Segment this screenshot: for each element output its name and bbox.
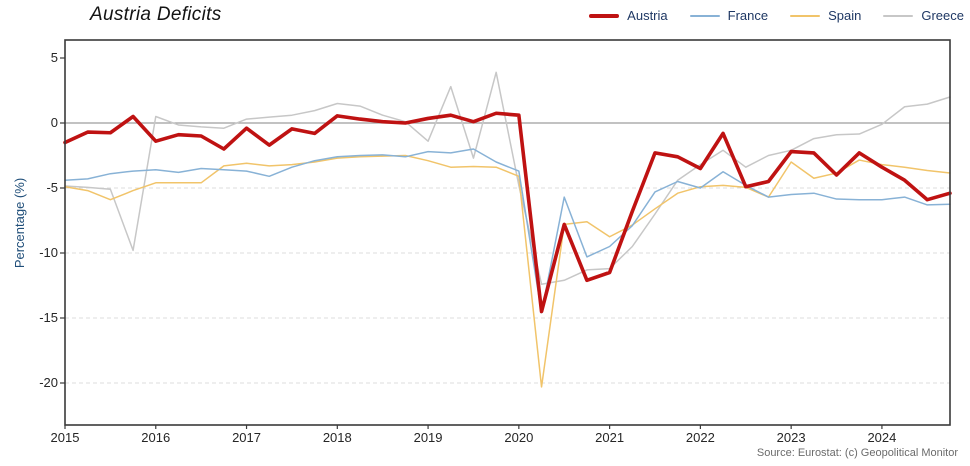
legend-label: France [727,8,769,23]
legend-line-swatch [883,14,914,17]
legend-line-swatch [790,14,821,17]
legend-label: Austria [627,8,668,23]
legend-item-spain: Spain [790,8,861,23]
legend-item-france: France [689,8,769,23]
y-tick-label: -20 [39,375,58,390]
series-line-france [64,148,951,314]
x-tick-label: 2015 [50,430,80,445]
legend-line-swatch [589,13,620,18]
y-tick-label: 5 [50,50,58,65]
legend-label: Greece [921,8,964,23]
series-line-spain [64,154,951,388]
legend-item-austria: Austria [589,8,668,23]
x-tick-label: 2018 [322,430,352,445]
x-tick-label: 2021 [595,430,625,445]
x-tick-label: 2022 [685,430,715,445]
x-tick-label: 2020 [504,430,534,445]
legend: Austria France Spain Greece [589,8,964,23]
legend-label: Spain [828,8,862,23]
source-credit: Source: Eurostat: (c) Geopolitical Monit… [756,447,958,459]
x-tick-label: 2017 [232,430,261,445]
x-tick-label: 2019 [413,430,443,445]
x-tick-label: 2024 [867,430,897,445]
y-tick-label: 0 [50,115,58,130]
y-tick-label: -5 [46,180,58,195]
y-tick-label: -15 [39,310,58,325]
series-line-austria [63,111,952,314]
series-line-greece [64,71,951,285]
y-axis-title: Percentage (%) [12,177,27,269]
legend-item-greece: Greece [883,8,964,23]
plot-frame [64,39,951,426]
x-tick-label: 2016 [141,430,171,445]
chart-title: Austria Deficits [90,4,222,25]
y-tick-label: -10 [39,245,58,260]
legend-line-swatch [689,14,720,17]
x-tick-label: 2023 [776,430,806,445]
